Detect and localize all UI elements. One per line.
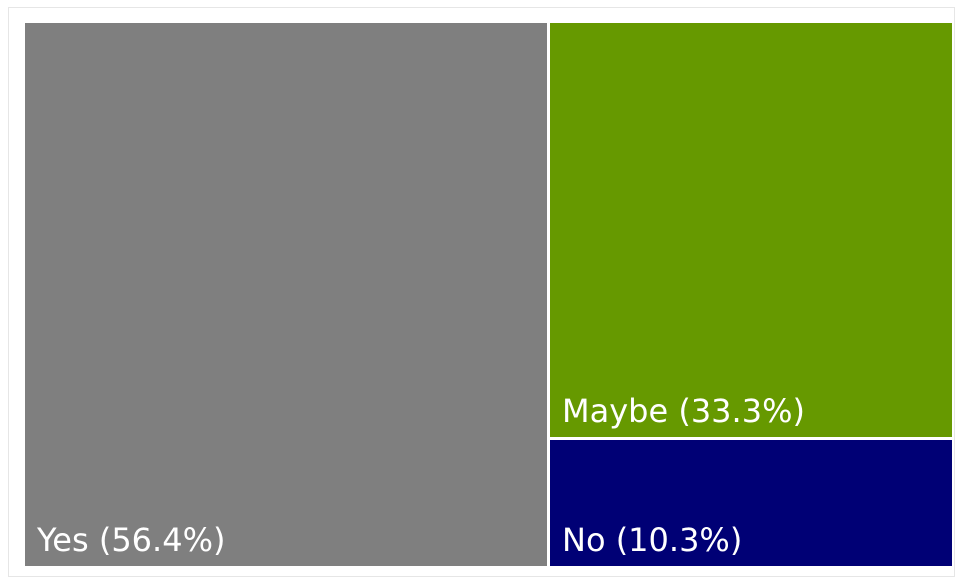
tile-yes-label: Yes (56.4%) <box>37 521 226 559</box>
tile-maybe-label: Maybe (33.3%) <box>562 392 805 430</box>
tile-no: No (10.3%) <box>550 440 952 566</box>
tile-yes: Yes (56.4%) <box>25 23 547 566</box>
tile-no-label: No (10.3%) <box>562 521 743 559</box>
tile-maybe: Maybe (33.3%) <box>550 23 952 437</box>
chart-frame: Yes (56.4%) Maybe (33.3%) No (10.3%) <box>8 7 955 577</box>
